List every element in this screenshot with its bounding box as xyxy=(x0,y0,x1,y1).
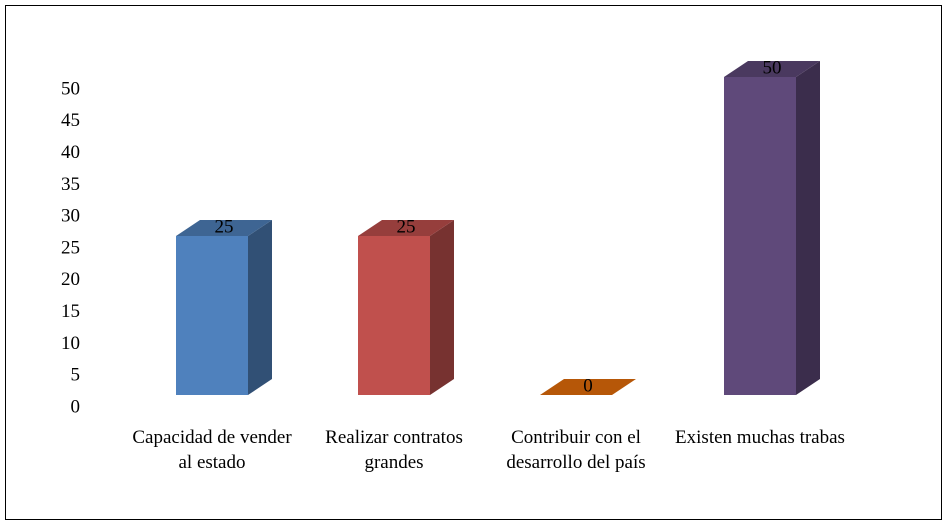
y-tick-label: 5 xyxy=(71,365,81,386)
y-tick-label: 25 xyxy=(61,237,80,258)
bar-front xyxy=(724,77,796,395)
bar-side xyxy=(248,220,272,395)
bar-side xyxy=(430,220,454,395)
bar-side xyxy=(796,61,820,395)
data-label: 25 xyxy=(215,216,234,237)
y-tick-label: 50 xyxy=(61,78,80,99)
data-label: 25 xyxy=(397,216,416,237)
x-tick-label: Capacidad de vender al estado xyxy=(132,427,292,473)
y-tick-label: 30 xyxy=(61,206,80,227)
y-tick-label: 15 xyxy=(61,301,80,322)
y-tick-label: 0 xyxy=(71,396,81,417)
chart-border xyxy=(5,5,942,520)
bar-top xyxy=(540,379,636,395)
bar-front xyxy=(358,236,430,395)
bar-top xyxy=(724,61,820,77)
y-tick-label: 35 xyxy=(61,174,80,195)
bar-top xyxy=(358,220,454,236)
data-label: 50 xyxy=(763,57,782,78)
y-tick-label: 10 xyxy=(61,333,80,354)
bar-top xyxy=(176,220,272,236)
x-tick-label: Realizar contratos grandes xyxy=(325,427,463,473)
x-tick-label: Contribuir con el desarrollo del país xyxy=(506,427,646,473)
x-tick-label: Existen muchas trabas xyxy=(675,427,845,448)
y-tick-label: 45 xyxy=(61,110,80,131)
y-tick-label: 20 xyxy=(61,269,80,290)
bar-front xyxy=(176,236,248,395)
y-tick-label: 40 xyxy=(61,142,80,163)
data-label: 0 xyxy=(583,375,593,396)
